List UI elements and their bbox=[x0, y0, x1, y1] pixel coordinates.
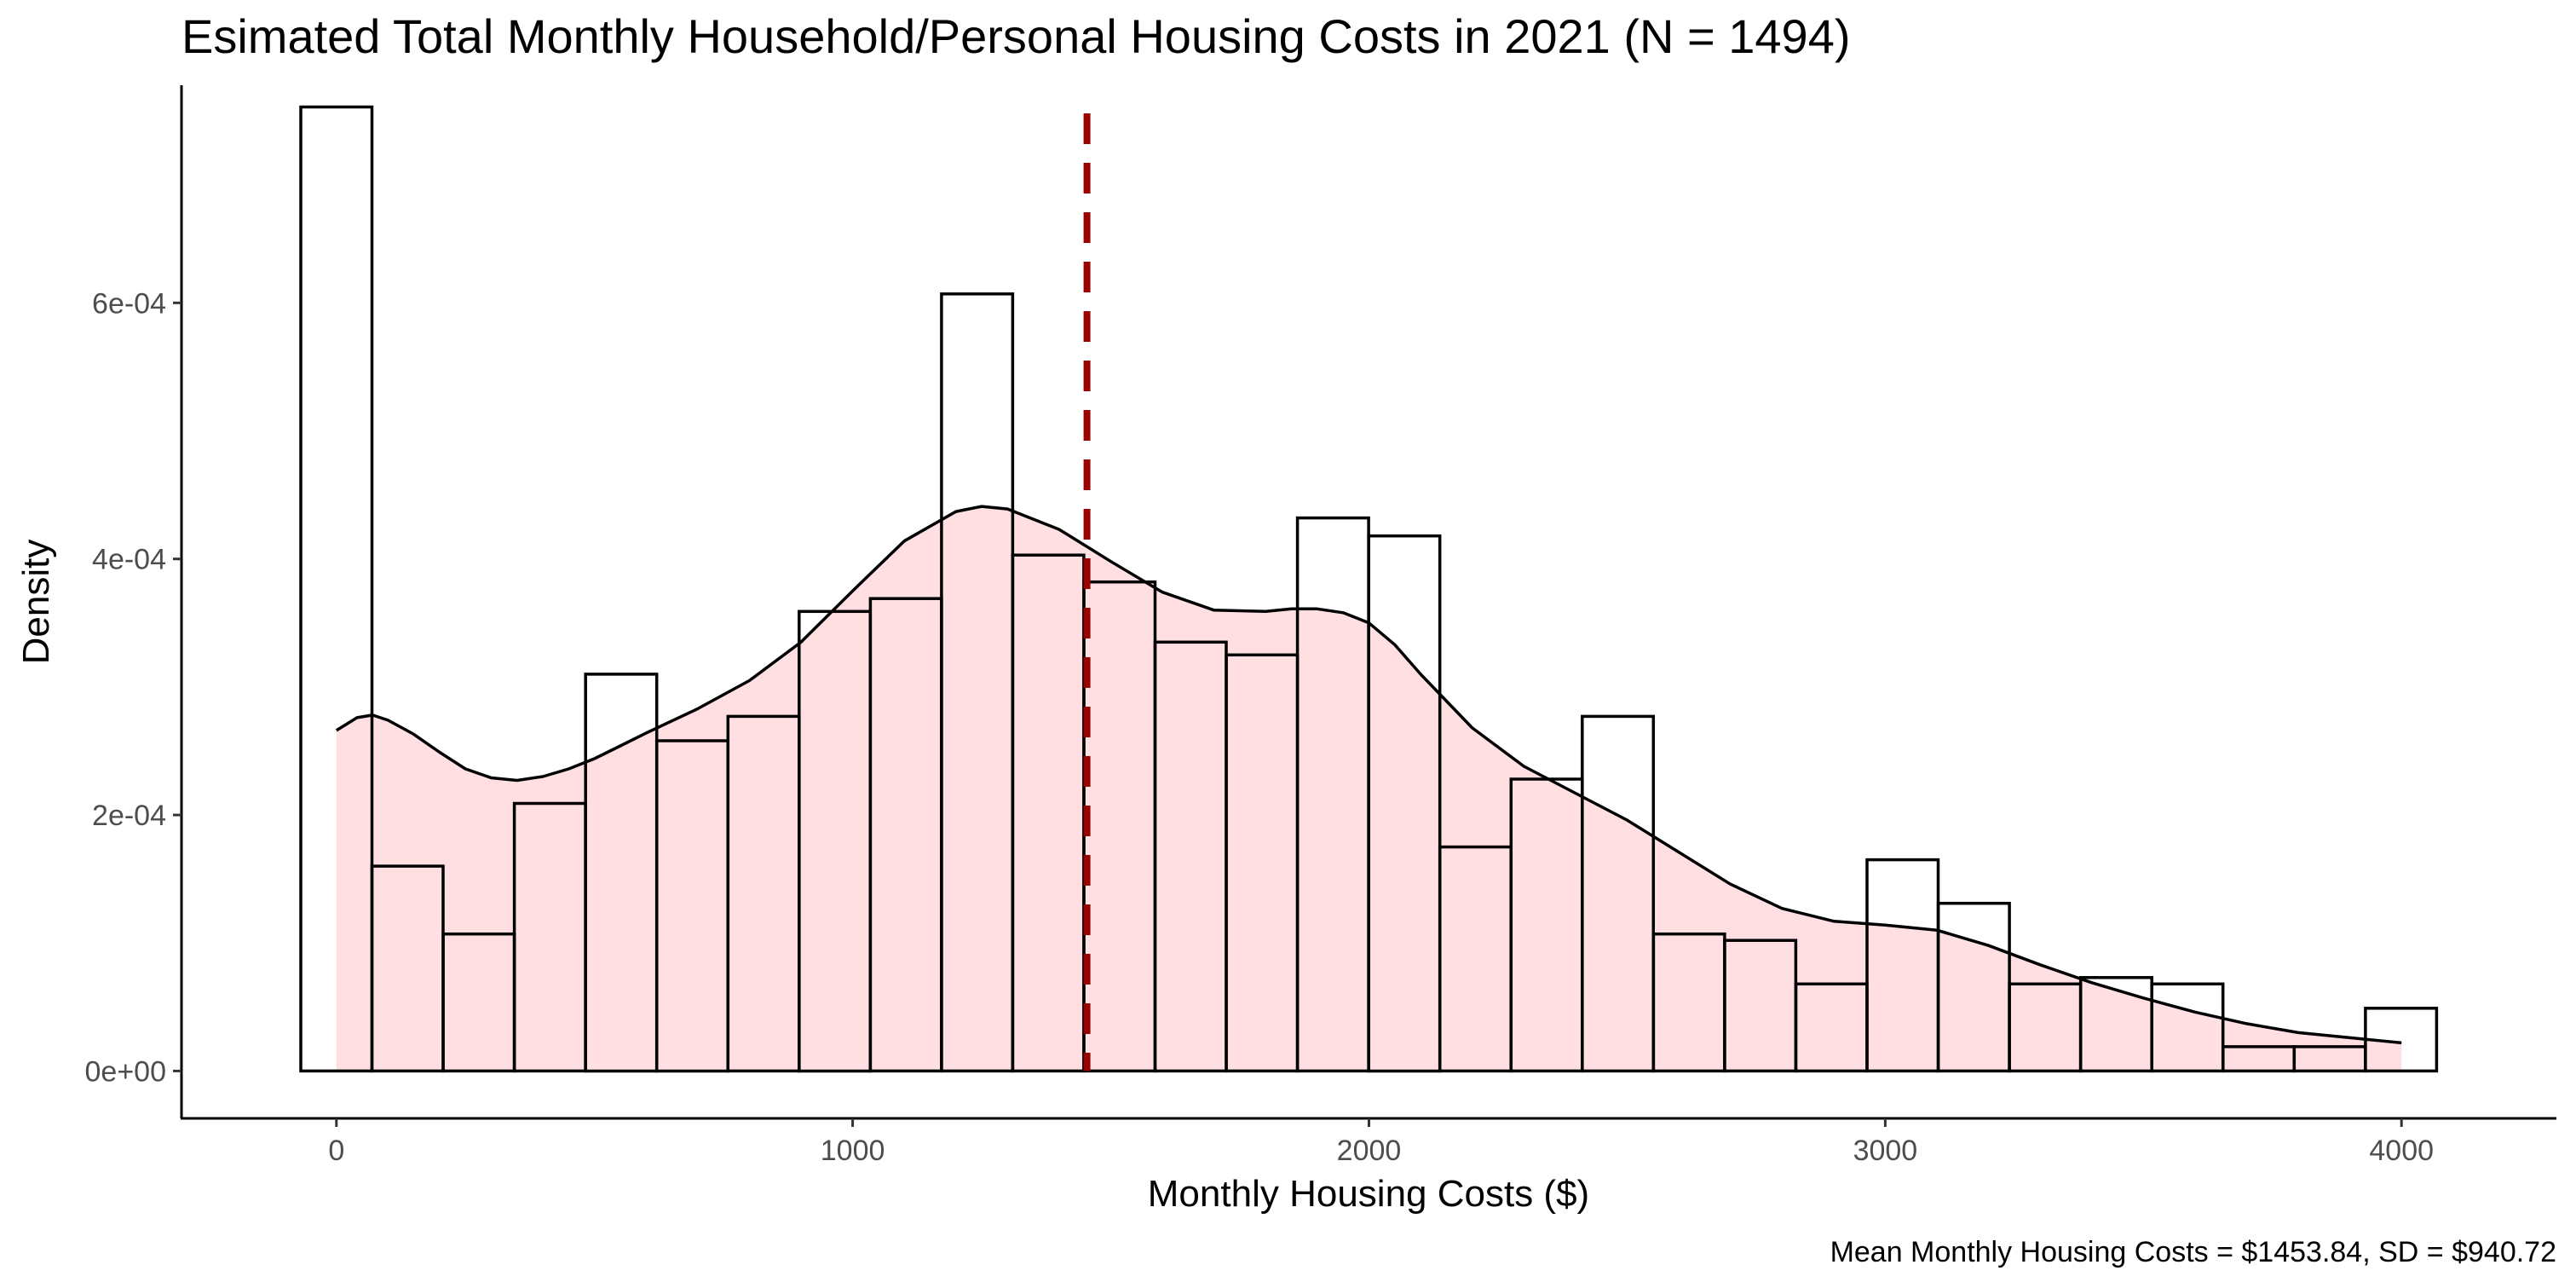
density-curve bbox=[335, 505, 2402, 1045]
histogram-bar bbox=[299, 105, 374, 1073]
x-tick-label: 0 bbox=[328, 1135, 344, 1167]
y-tick-label: 2e-04 bbox=[92, 800, 166, 832]
x-tick-label: 1000 bbox=[821, 1135, 885, 1167]
histogram-bar bbox=[1367, 534, 1442, 1073]
histogram-bar bbox=[1581, 714, 1656, 1073]
chart-title: Esimated Total Monthly Household/Persona… bbox=[182, 9, 1851, 63]
y-tick-label: 0e+00 bbox=[85, 1055, 167, 1088]
histogram-bars bbox=[299, 105, 2439, 1073]
histogram-bar bbox=[2150, 982, 2225, 1073]
y-tick-label: 4e-04 bbox=[92, 544, 166, 576]
x-tick-label: 4000 bbox=[2369, 1135, 2434, 1167]
chart-caption: Mean Monthly Housing Costs = $1453.84, S… bbox=[1830, 1236, 2556, 1268]
y-axis-ticks: 0e+00 2e-04 4e-04 6e-04 bbox=[85, 287, 182, 1088]
x-axis-ticks: 0 1000 2000 3000 4000 bbox=[328, 1118, 2434, 1167]
density-curve-layer bbox=[335, 505, 2402, 1045]
x-tick-label: 3000 bbox=[1853, 1135, 1918, 1167]
y-axis-title: Density bbox=[15, 540, 57, 665]
x-tick-label: 2000 bbox=[1337, 1135, 1402, 1167]
x-axis-title: Monthly Housing Costs ($) bbox=[1148, 1173, 1589, 1215]
y-tick-label: 6e-04 bbox=[92, 287, 166, 320]
